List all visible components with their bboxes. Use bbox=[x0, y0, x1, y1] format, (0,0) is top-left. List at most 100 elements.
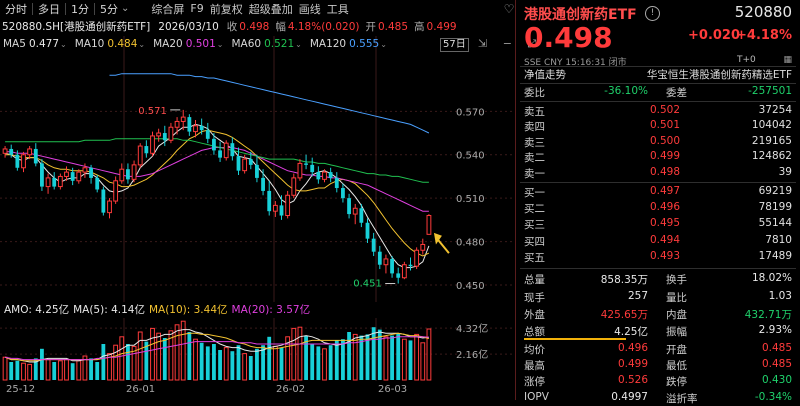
orderbook-row[interactable]: 卖五 0.502 37254 bbox=[524, 104, 792, 119]
tab-multi-day[interactable]: 多日 bbox=[38, 2, 60, 16]
candle-body bbox=[414, 249, 420, 267]
candle-body bbox=[352, 207, 358, 215]
menu-f9[interactable]: F9 bbox=[190, 2, 204, 15]
chevron-down-icon[interactable]: ⌄ bbox=[138, 39, 146, 49]
ma-line-ma20 bbox=[5, 147, 429, 212]
orderbook-row[interactable]: 买四 0.494 7810 bbox=[524, 234, 792, 249]
favorite-heart-icon[interactable]: ♡ bbox=[503, 1, 515, 16]
volume-chart[interactable]: 4.32亿 2.16亿 bbox=[0, 318, 512, 381]
level-label: 买四 bbox=[524, 235, 545, 248]
candle-body bbox=[359, 208, 364, 223]
chevron-down-icon[interactable]: ⌄ bbox=[216, 39, 224, 49]
candle-body bbox=[279, 205, 284, 216]
weicha-label: 委差 bbox=[666, 87, 687, 99]
candle-body bbox=[218, 150, 222, 158]
ma-legend-label: MA10 bbox=[74, 38, 105, 50]
stat-label: 溢折率 bbox=[666, 393, 698, 405]
ma-legend-label: MA120 bbox=[309, 38, 347, 50]
candle-body bbox=[390, 258, 394, 274]
volume-bar bbox=[9, 362, 14, 380]
orderbook-row[interactable]: 买五 0.493 17489 bbox=[524, 250, 792, 265]
stat-value: 257 bbox=[627, 290, 648, 302]
candle-body bbox=[33, 148, 38, 164]
menu-comprehensive[interactable]: 综合屏 bbox=[151, 2, 185, 16]
volume-bar bbox=[383, 336, 389, 381]
grid-icon[interactable]: ▦ bbox=[783, 55, 792, 65]
ma-legend-value: 0.477 bbox=[28, 38, 59, 50]
orderbook-row[interactable]: 卖一 0.498 39 bbox=[524, 166, 792, 181]
y-tick-label: 0.510 bbox=[456, 194, 485, 205]
ma-legend-label: MA5 bbox=[3, 38, 26, 50]
candle-body bbox=[162, 133, 167, 141]
candle-body bbox=[40, 163, 44, 187]
candle-body bbox=[180, 116, 186, 122]
volume-bar bbox=[316, 346, 321, 380]
level-price: 0.500 bbox=[649, 134, 680, 147]
level-price: 0.498 bbox=[649, 165, 680, 178]
volume-bar bbox=[162, 338, 167, 380]
chevron-down-icon[interactable]: ⌄ bbox=[121, 3, 130, 14]
volume-bar bbox=[21, 362, 26, 381]
volume-bar bbox=[89, 358, 93, 380]
ma-legend-label: MA60 bbox=[231, 38, 262, 50]
price-chart[interactable]: 0.570 0.540 0.510 0.480 0.450 0.571 0.451 bbox=[0, 36, 512, 302]
candle-body bbox=[408, 264, 413, 267]
menu-adjust[interactable]: 前复权 bbox=[209, 2, 243, 16]
orderbook-row[interactable]: 卖三 0.500 219165 bbox=[524, 135, 792, 150]
volume-bar bbox=[352, 333, 358, 381]
volume-bar bbox=[261, 345, 265, 380]
tab-5min[interactable]: 5分 bbox=[100, 2, 118, 16]
divider bbox=[65, 2, 66, 15]
volume-bar bbox=[168, 330, 174, 381]
weibi-row: 委比 -36.10% 委差 -257501 bbox=[524, 85, 792, 100]
stat-value: 1.03 bbox=[768, 290, 792, 302]
volume-bar bbox=[218, 350, 222, 380]
ticker-code: 520880.SH[港股通创新药ETF] bbox=[2, 21, 151, 33]
tab-1min[interactable]: 1分 bbox=[71, 2, 89, 16]
ma-legend: MA5 0.477 ⌄ MA10 0.484 ⌄ MA20 0.501 ⌄ MA60 0.521 ⌄ M… bbox=[0, 36, 512, 52]
candle-body bbox=[377, 251, 382, 265]
candle-body bbox=[156, 132, 162, 137]
orderbook-row[interactable]: 买三 0.495 55144 bbox=[524, 217, 792, 232]
info-icon[interactable]: ! bbox=[645, 6, 660, 21]
volume-bar bbox=[131, 345, 137, 381]
chevron-down-icon[interactable]: ⌄ bbox=[60, 39, 67, 49]
menu-tools[interactable]: 工具 bbox=[326, 2, 349, 16]
candle-body bbox=[365, 222, 370, 239]
volume-bar bbox=[76, 360, 82, 381]
chevron-down-icon[interactable]: ⌄ bbox=[295, 39, 302, 49]
orderbook-row[interactable]: 买一 0.497 69219 bbox=[524, 185, 792, 200]
candle-body bbox=[236, 156, 241, 171]
chevron-down-icon[interactable]: ⌄ bbox=[380, 39, 387, 49]
menu-overlay[interactable]: 超级叠加 bbox=[248, 2, 293, 16]
vol-ma-line bbox=[5, 336, 429, 361]
arrow-icon bbox=[433, 232, 442, 245]
candle-body bbox=[150, 135, 155, 154]
stat-value: 2.93% bbox=[758, 324, 792, 336]
price-change-pct: +4.18% bbox=[736, 28, 792, 43]
menu-draw[interactable]: 画线 bbox=[298, 2, 321, 16]
x-label: 26-03 bbox=[378, 384, 408, 395]
window-control-icons[interactable]: ⇲ − ⤢ bbox=[478, 37, 543, 50]
volume-bar bbox=[341, 339, 345, 380]
t0-badge: T+0 bbox=[737, 55, 756, 65]
orderbook-row[interactable]: 买二 0.496 78199 bbox=[524, 201, 792, 216]
candle-body bbox=[426, 215, 432, 235]
orderbook-row[interactable]: 卖四 0.501 104042 bbox=[524, 119, 792, 134]
close-label: 收 bbox=[226, 21, 238, 33]
volume-bar bbox=[82, 355, 88, 381]
orderbook-row[interactable]: 卖二 0.499 124862 bbox=[524, 150, 792, 165]
candle-body bbox=[383, 258, 389, 266]
period-selector[interactable]: 57日 bbox=[440, 38, 469, 52]
candle-body bbox=[341, 188, 345, 199]
nav-label[interactable]: 净值走势 bbox=[524, 69, 566, 81]
level-price: 0.502 bbox=[649, 104, 680, 116]
nav-row[interactable]: 净值走势 华宝恒生港股通创新药精选ETF bbox=[524, 67, 792, 82]
stat-value: 0.496 bbox=[617, 342, 648, 354]
stat-label: 开盘 bbox=[666, 344, 687, 356]
level-volume: 219165 bbox=[751, 134, 792, 147]
candle-body bbox=[64, 171, 69, 177]
tab-intraday[interactable]: 分时 bbox=[5, 2, 27, 16]
ohlc-and-ma-legend: 520880.SH[港股通创新药ETF] 2026/03/10 收 0.498 幅 4.1… bbox=[2, 17, 514, 36]
divider bbox=[520, 101, 796, 102]
